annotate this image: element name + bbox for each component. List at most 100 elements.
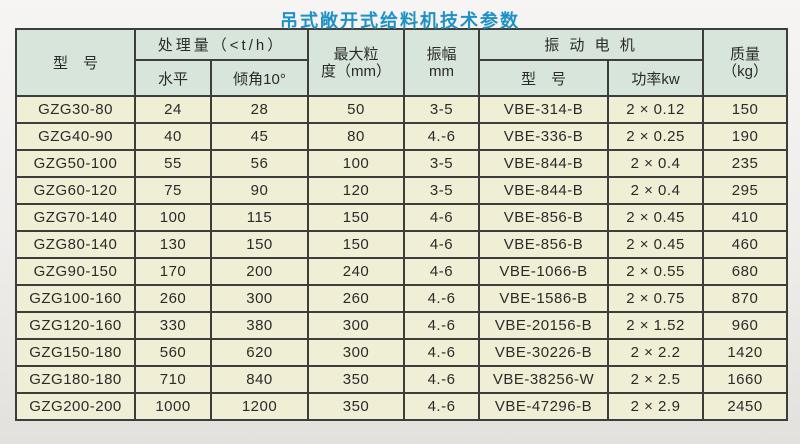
table-row: GZG100-160 260 300 260 4.-6 VBE-1586-B 2 × 0.7… [15,284,789,313]
header-max-particle-line2: 度（mm） [321,62,392,80]
table-row: GZG120-160 330 380 300 4.-6 VBE-20156-B 2 × 1.… [15,311,789,340]
header-mass: 质量 （kg） [702,28,789,97]
cell-motor-power: 2 × 2.9 [607,392,705,421]
cell-motor-power: 2 × 0.25 [607,122,705,151]
table-row: GZG90-150 170 200 240 4-6 VBE-1066-B 2 × 0.55 6… [15,257,789,286]
cell-capacity-incline: 300 [209,284,310,313]
cell-amplitude: 4-6 [403,203,481,232]
cell-motor-model: VBE-30226-B [478,338,610,367]
cell-model: GZG120-160 [15,311,136,340]
cell-motor-model: VBE-856-B [478,203,610,232]
cell-capacity-horizontal: 560 [134,338,212,367]
cell-motor-power: 2 × 2.2 [607,338,705,367]
cell-model: GZG70-140 [15,203,136,232]
cell-max-particle: 300 [307,311,406,340]
header-capacity-group: 处理量（<t/h） [133,28,310,61]
cell-motor-power: 2 × 0.4 [607,176,705,205]
cell-capacity-incline: 1200 [209,392,310,421]
header-motor-model: 型 号 [478,59,610,97]
header-max-particle: 最大粒 度（mm） [307,28,406,97]
cell-motor-model: VBE-844-B [478,149,610,178]
cell-mass: 1660 [702,365,789,394]
cell-amplitude: 4.-6 [403,311,481,340]
cell-max-particle: 260 [307,284,406,313]
cell-motor-model: VBE-336-B [478,122,610,151]
cell-motor-power: 2 × 2.5 [607,365,705,394]
cell-mass: 235 [702,149,789,178]
cell-mass: 680 [702,257,789,286]
cell-amplitude: 4.-6 [403,365,481,394]
cell-motor-power: 2 × 1.52 [607,311,705,340]
cell-max-particle: 100 [307,149,406,178]
cell-amplitude: 3-5 [403,95,481,124]
cell-mass: 190 [702,122,789,151]
header-amplitude-line2: mm [429,62,455,80]
cell-max-particle: 50 [307,95,406,124]
cell-mass: 2450 [702,392,789,421]
cell-motor-power: 2 × 0.45 [607,203,705,232]
cell-model: GZG40-90 [15,122,136,151]
cell-capacity-incline: 56 [209,149,310,178]
header-motor-group: 振 动 电 机 [478,28,705,61]
page-title: 吊式敞开式给料机技术参数 [280,11,520,31]
cell-mass: 150 [702,95,789,124]
cell-capacity-horizontal: 75 [134,176,212,205]
table-row: GZG150-180 560 620 300 4.-6 VBE-30226-B 2 × 2.… [15,338,789,367]
cell-motor-model: VBE-856-B [478,230,610,259]
cell-capacity-horizontal: 1000 [134,392,212,421]
cell-model: GZG180-180 [15,365,136,394]
cell-capacity-incline: 150 [209,230,310,259]
header-amplitude-line1: 振幅 [426,45,457,63]
cell-model: GZG150-180 [15,338,136,367]
table-row: GZG50-100 55 56 100 3-5 VBE-844-B 2 × 0.4 235 [15,149,789,178]
cell-mass: 410 [702,203,789,232]
cell-motor-model: VBE-38256-W [478,365,610,394]
cell-motor-power: 2 × 0.12 [607,95,705,124]
cell-capacity-incline: 380 [209,311,310,340]
cell-mass: 295 [702,176,789,205]
cell-model: GZG100-160 [15,284,136,313]
cell-motor-model: VBE-314-B [478,95,610,124]
header-amplitude: 振幅 mm [403,28,481,97]
cell-capacity-horizontal: 710 [134,365,212,394]
header-capacity-horizontal: 水平 [134,59,212,97]
table-row: GZG200-200 1000 1200 350 4.-6 VBE-47296-B 2 × … [15,392,789,421]
cell-capacity-horizontal: 260 [134,284,212,313]
cell-capacity-incline: 28 [209,95,310,124]
cell-capacity-horizontal: 40 [134,122,212,151]
cell-amplitude: 4-6 [403,230,481,259]
cell-amplitude: 4.-6 [403,338,481,367]
cell-capacity-incline: 200 [209,257,310,286]
table-body: GZG30-80 24 28 50 3-5 VBE-314-B 2 × 0.12 150 GZG… [15,95,789,421]
cell-max-particle: 240 [307,257,406,286]
cell-amplitude: 3-5 [403,176,481,205]
cell-capacity-incline: 90 [209,176,310,205]
cell-capacity-horizontal: 100 [134,203,212,232]
header-capacity-incline: 倾角10° [209,59,310,97]
header-mass-line1: 质量 [730,45,761,63]
cell-mass: 960 [702,311,789,340]
cell-model: GZG80-140 [15,230,136,259]
cell-amplitude: 3-5 [403,149,481,178]
cell-mass: 1420 [702,338,789,367]
cell-amplitude: 4.-6 [403,392,481,421]
cell-max-particle: 350 [307,365,406,394]
cell-max-particle: 120 [307,176,406,205]
cell-capacity-incline: 620 [209,338,310,367]
table-row: GZG60-120 75 90 120 3-5 VBE-844-B 2 × 0.4 295 [15,176,789,205]
cell-motor-power: 2 × 0.45 [607,230,705,259]
cell-model: GZG60-120 [15,176,136,205]
header-max-particle-line1: 最大粒 [333,45,379,63]
cell-motor-model: VBE-1586-B [478,284,610,313]
cell-mass: 460 [702,230,789,259]
table-header: 型 号 处理量（<t/h） 最大粒 度（mm） 振幅 mm 振 动 电 机 质量… [15,28,789,97]
cell-max-particle: 80 [307,122,406,151]
cell-motor-model: VBE-20156-B [478,311,610,340]
cell-motor-model: VBE-844-B [478,176,610,205]
cell-max-particle: 150 [307,230,406,259]
header-mass-line2: （kg） [722,62,768,80]
cell-model: GZG200-200 [15,392,136,421]
cell-motor-model: VBE-1066-B [478,257,610,286]
cell-max-particle: 150 [307,203,406,232]
cell-capacity-incline: 45 [209,122,310,151]
